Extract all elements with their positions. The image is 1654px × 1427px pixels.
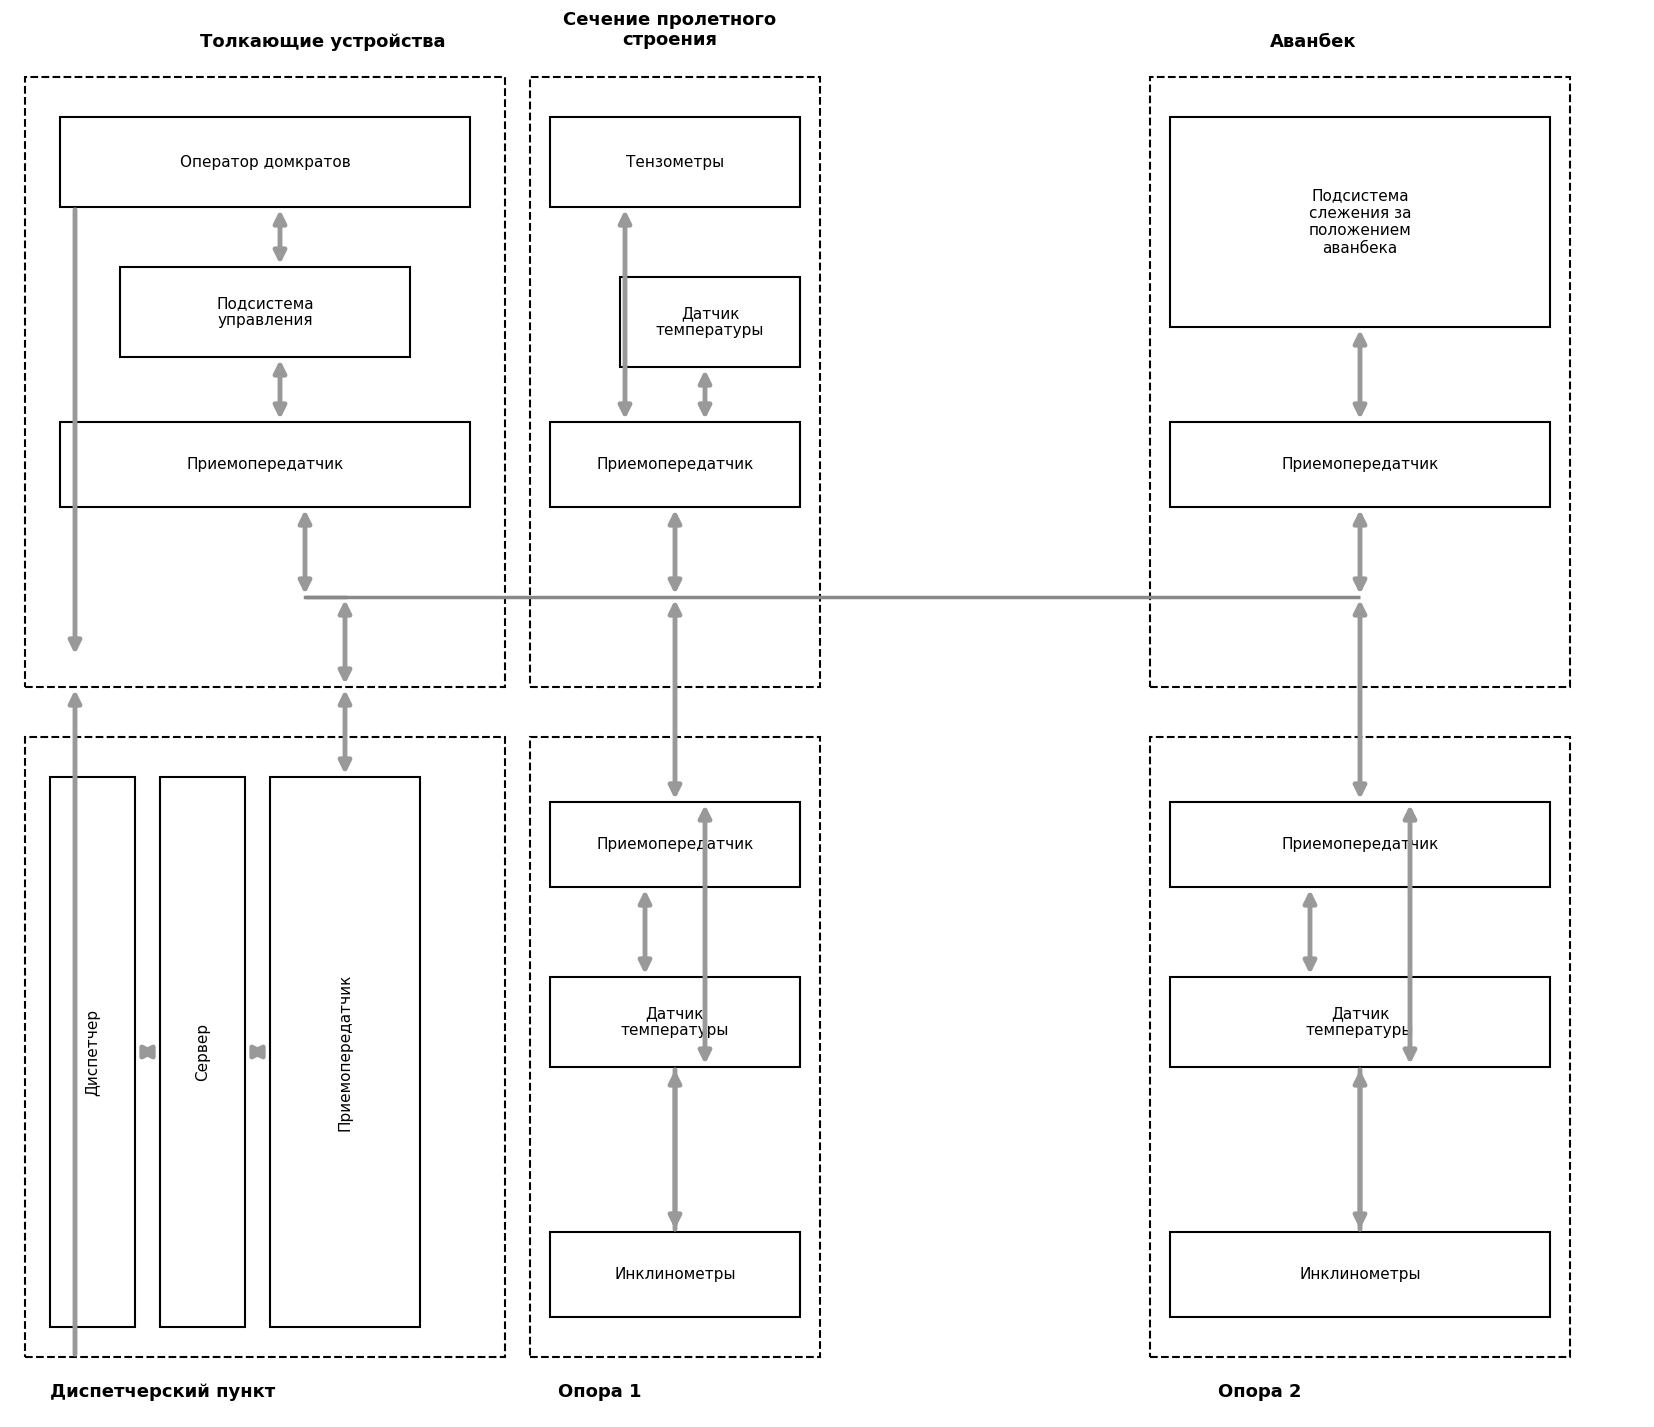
Text: Сечение пролетного
строения: Сечение пролетного строения xyxy=(564,10,777,50)
Text: Тензометры: Тензометры xyxy=(625,154,724,170)
FancyBboxPatch shape xyxy=(1169,422,1550,507)
Text: Приемопередатчик: Приемопередатчик xyxy=(597,838,754,852)
FancyBboxPatch shape xyxy=(60,117,470,207)
FancyBboxPatch shape xyxy=(1169,977,1550,1067)
Text: Приемопередатчик: Приемопередатчик xyxy=(187,457,344,472)
FancyBboxPatch shape xyxy=(60,422,470,507)
FancyBboxPatch shape xyxy=(551,117,801,207)
FancyBboxPatch shape xyxy=(160,776,245,1327)
Text: Опора 2: Опора 2 xyxy=(1219,1383,1302,1401)
Text: Датчик
температуры: Датчик температуры xyxy=(1305,1006,1414,1039)
FancyBboxPatch shape xyxy=(551,802,801,888)
FancyBboxPatch shape xyxy=(1169,802,1550,888)
Text: Приемопередатчик: Приемопередатчик xyxy=(1282,838,1439,852)
FancyBboxPatch shape xyxy=(50,776,136,1327)
Text: Датчик
температуры: Датчик температуры xyxy=(657,305,764,338)
Text: Опора 1: Опора 1 xyxy=(559,1383,642,1401)
Text: Приемопередатчик: Приемопередатчик xyxy=(337,973,352,1130)
FancyBboxPatch shape xyxy=(1169,1232,1550,1317)
Text: Сервер: Сервер xyxy=(195,1023,210,1082)
FancyBboxPatch shape xyxy=(551,1232,801,1317)
Text: Датчик
температуры: Датчик температуры xyxy=(620,1006,729,1039)
FancyBboxPatch shape xyxy=(551,422,801,507)
Text: Диспетчерский пункт: Диспетчерский пункт xyxy=(50,1383,275,1401)
Text: Подсистема
управления: Подсистема управления xyxy=(217,295,314,328)
Text: Инклинометры: Инклинометры xyxy=(614,1267,736,1281)
FancyBboxPatch shape xyxy=(121,267,410,357)
Text: Приемопередатчик: Приемопередатчик xyxy=(1282,457,1439,472)
Text: Аванбек: Аванбек xyxy=(1270,33,1356,51)
Text: Инклинометры: Инклинометры xyxy=(1300,1267,1421,1281)
Text: Подсистема
слежения за
положением
аванбека: Подсистема слежения за положением аванбе… xyxy=(1308,188,1411,255)
Text: Оператор домкратов: Оператор домкратов xyxy=(180,154,351,170)
FancyBboxPatch shape xyxy=(620,277,801,367)
Text: Диспетчер: Диспетчер xyxy=(84,1009,99,1096)
Text: Приемопередатчик: Приемопередатчик xyxy=(597,457,754,472)
Text: Толкающие устройства: Толкающие устройства xyxy=(200,33,445,51)
FancyBboxPatch shape xyxy=(270,776,420,1327)
FancyBboxPatch shape xyxy=(551,977,801,1067)
FancyBboxPatch shape xyxy=(1169,117,1550,327)
